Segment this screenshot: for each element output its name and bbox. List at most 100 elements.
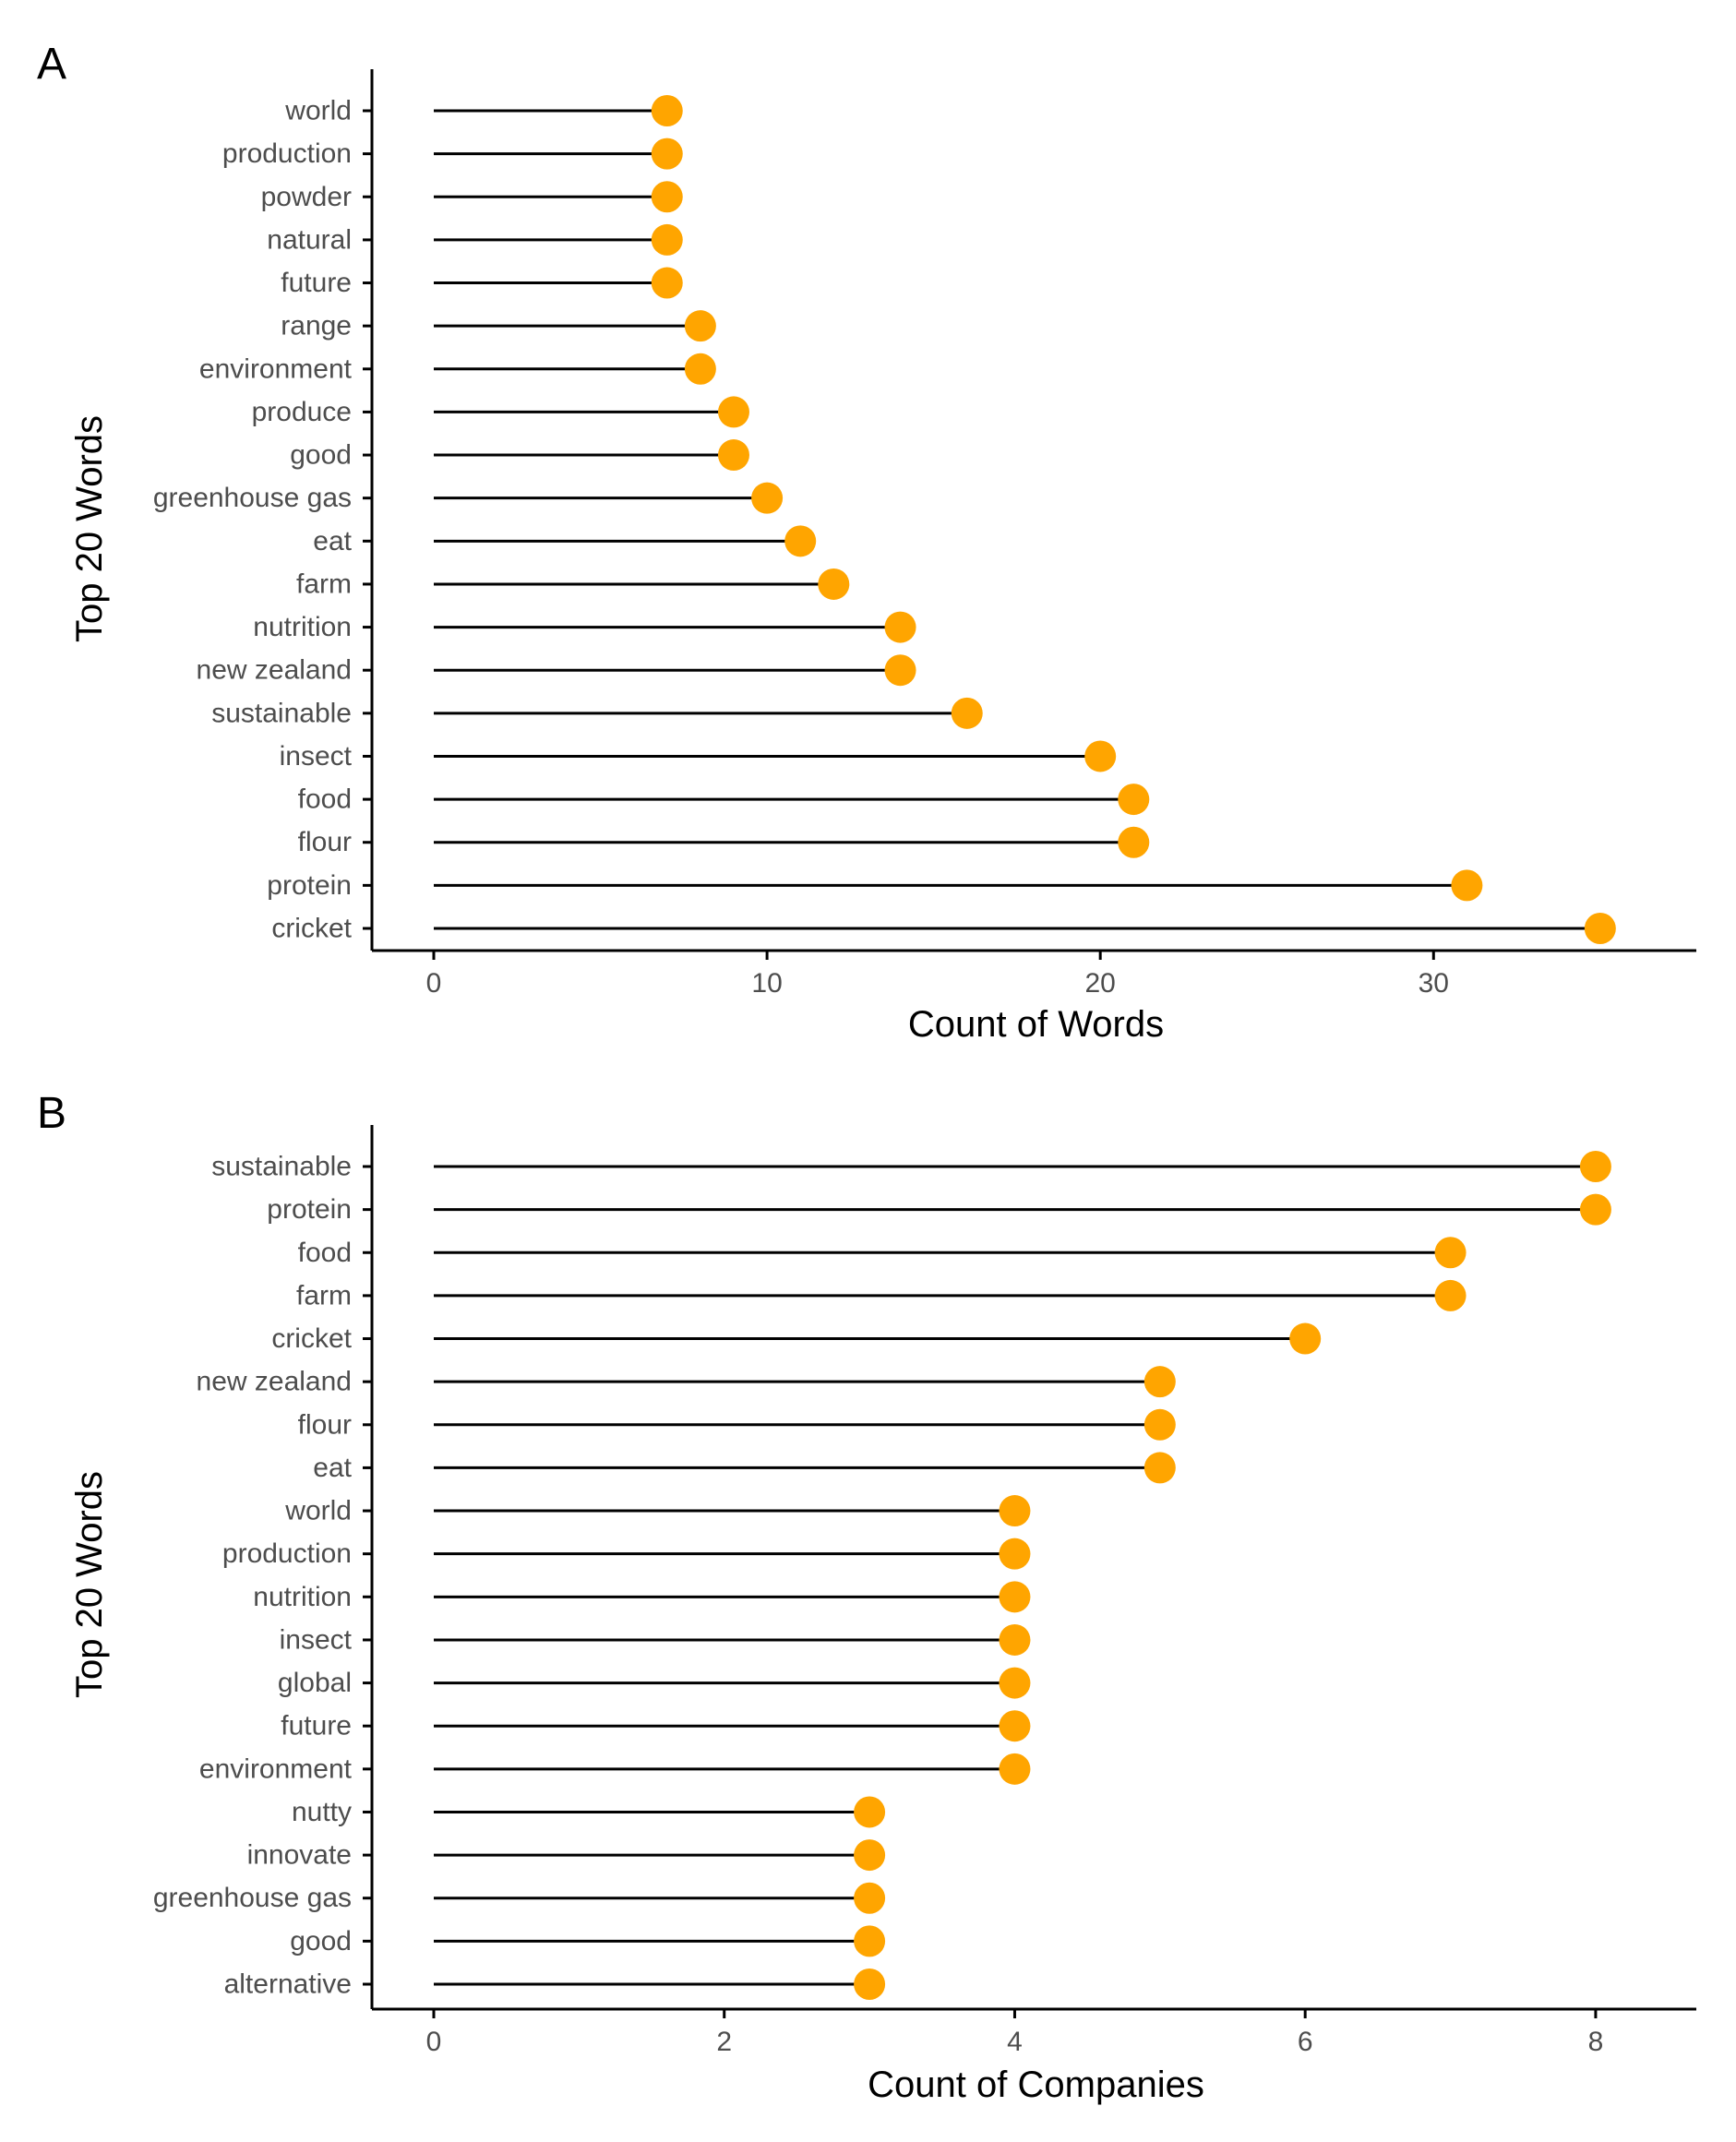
lollipop-point <box>999 1495 1031 1527</box>
y-tick-label: production <box>222 138 352 169</box>
panel-b-x-tick-labels: 0 2 4 6 8 <box>426 2009 1604 2057</box>
lollipop-point <box>1584 913 1616 944</box>
y-tick-label: powder <box>261 182 352 212</box>
x-tick-label: 0 <box>426 2027 442 2057</box>
y-tick-label: global <box>278 1668 352 1698</box>
y-tick-label: environment <box>199 353 353 384</box>
lollipop-point <box>818 568 850 600</box>
lollipop-point <box>1143 1452 1176 1484</box>
y-tick-label: world <box>284 1496 352 1526</box>
panel-a-x-axis-title: Count of Words <box>908 1004 1164 1045</box>
y-tick-label: future <box>281 1711 352 1741</box>
y-tick-label: future <box>281 268 352 298</box>
y-tick-label: world <box>284 96 352 126</box>
x-tick-label: 6 <box>1298 2027 1313 2057</box>
lollipop-point <box>854 1925 886 1957</box>
x-tick-label: 30 <box>1419 968 1449 999</box>
y-tick-label: good <box>290 440 352 471</box>
y-tick-label: insect <box>280 1624 353 1655</box>
y-tick-label: cricket <box>271 1323 352 1354</box>
y-tick-label: sustainable <box>211 1152 352 1182</box>
lollipop-point <box>854 1882 886 1914</box>
lollipop-point <box>1434 1279 1467 1311</box>
panel-b-tag: B <box>37 1089 66 1138</box>
lollipop-point <box>651 181 683 213</box>
lollipop-point <box>854 1796 886 1828</box>
y-tick-label: food <box>298 1238 352 1268</box>
x-tick-label: 10 <box>751 968 782 999</box>
y-tick-label: nutrition <box>253 612 352 642</box>
lollipop-point <box>1084 740 1117 772</box>
lollipop-point <box>651 138 683 170</box>
y-tick-label: flour <box>298 1409 352 1440</box>
lollipop-point <box>751 482 784 514</box>
lollipop-point <box>884 611 916 643</box>
y-tick-label: greenhouse gas <box>153 483 352 513</box>
y-tick-label: flour <box>298 827 352 857</box>
y-tick-label: innovate <box>247 1840 352 1871</box>
lollipop-point <box>717 396 749 428</box>
panel-b: B sustainable protein food farm cricket new z… <box>37 1089 1696 2105</box>
y-tick-label: cricket <box>271 914 352 944</box>
y-tick-label: farm <box>296 1280 352 1310</box>
x-tick-label: 4 <box>1007 2027 1023 2057</box>
panel-a-tag: A <box>37 40 66 89</box>
y-tick-label: new zealand <box>197 1367 352 1397</box>
panel-b-x-axis-title: Count of Companies <box>868 2064 1204 2105</box>
y-tick-label: produce <box>252 397 352 427</box>
lollipop-point <box>651 267 683 299</box>
y-tick-label: greenhouse gas <box>153 1883 352 1913</box>
lollipop-point <box>884 654 916 687</box>
x-tick-label: 0 <box>426 968 442 999</box>
lollipop-point <box>999 1710 1031 1742</box>
lollipop-point <box>854 1839 886 1872</box>
lollipop-point <box>1118 826 1150 858</box>
lollipop-point <box>1579 1151 1611 1182</box>
lollipop-point <box>651 223 683 256</box>
x-tick-label: 2 <box>716 2027 732 2057</box>
panel-a-y-tick-labels: world production powder natural future range e… <box>153 96 372 944</box>
lollipop-point <box>717 439 749 472</box>
y-tick-label: new zealand <box>197 655 352 686</box>
lollipop-point <box>684 310 716 342</box>
y-tick-label: natural <box>267 224 352 255</box>
lollipop-point <box>999 1538 1031 1570</box>
lollipop-point <box>999 1667 1031 1699</box>
x-tick-label: 8 <box>1588 2027 1604 2057</box>
y-tick-label: nutty <box>292 1797 352 1827</box>
y-tick-label: farm <box>296 568 352 599</box>
panel-a-x-tick-labels: 0 10 20 30 <box>426 951 1449 999</box>
lollipop-point <box>1143 1366 1176 1398</box>
y-tick-label: environment <box>199 1753 353 1784</box>
lollipop-point <box>999 1753 1031 1785</box>
panel-b-y-tick-labels: sustainable protein food farm cricket new zea… <box>153 1152 372 2000</box>
panel-a-y-axis-title: Top 20 Words <box>69 415 110 642</box>
lollipop-point <box>1579 1193 1611 1226</box>
y-tick-label: range <box>281 311 352 341</box>
panel-a-marks <box>434 95 1616 944</box>
lollipop-point <box>999 1623 1031 1656</box>
y-tick-label: production <box>222 1538 352 1569</box>
y-tick-label: eat <box>313 526 352 556</box>
y-tick-label: alternative <box>224 1969 352 2000</box>
lollipop-point <box>1289 1322 1322 1355</box>
lollipop-point <box>1118 784 1150 816</box>
panel-b-marks <box>434 1151 1611 2000</box>
x-tick-label: 20 <box>1085 968 1116 999</box>
y-tick-label: nutrition <box>253 1582 352 1612</box>
panel-b-y-axis-title: Top 20 Words <box>69 1471 110 1698</box>
y-tick-label: good <box>290 1926 352 1957</box>
lollipop-point <box>1451 869 1483 902</box>
panel-a: A world production powder natural future rang… <box>37 40 1696 1045</box>
lollipop-point <box>684 353 716 385</box>
y-tick-label: food <box>298 784 352 815</box>
lollipop-point <box>1434 1237 1467 1269</box>
lollipop-point <box>951 697 983 729</box>
y-tick-label: insect <box>280 741 353 772</box>
y-tick-label: protein <box>267 1194 352 1225</box>
lollipop-point <box>784 525 817 557</box>
lollipop-point <box>651 95 683 126</box>
lollipop-point <box>854 1968 886 2000</box>
